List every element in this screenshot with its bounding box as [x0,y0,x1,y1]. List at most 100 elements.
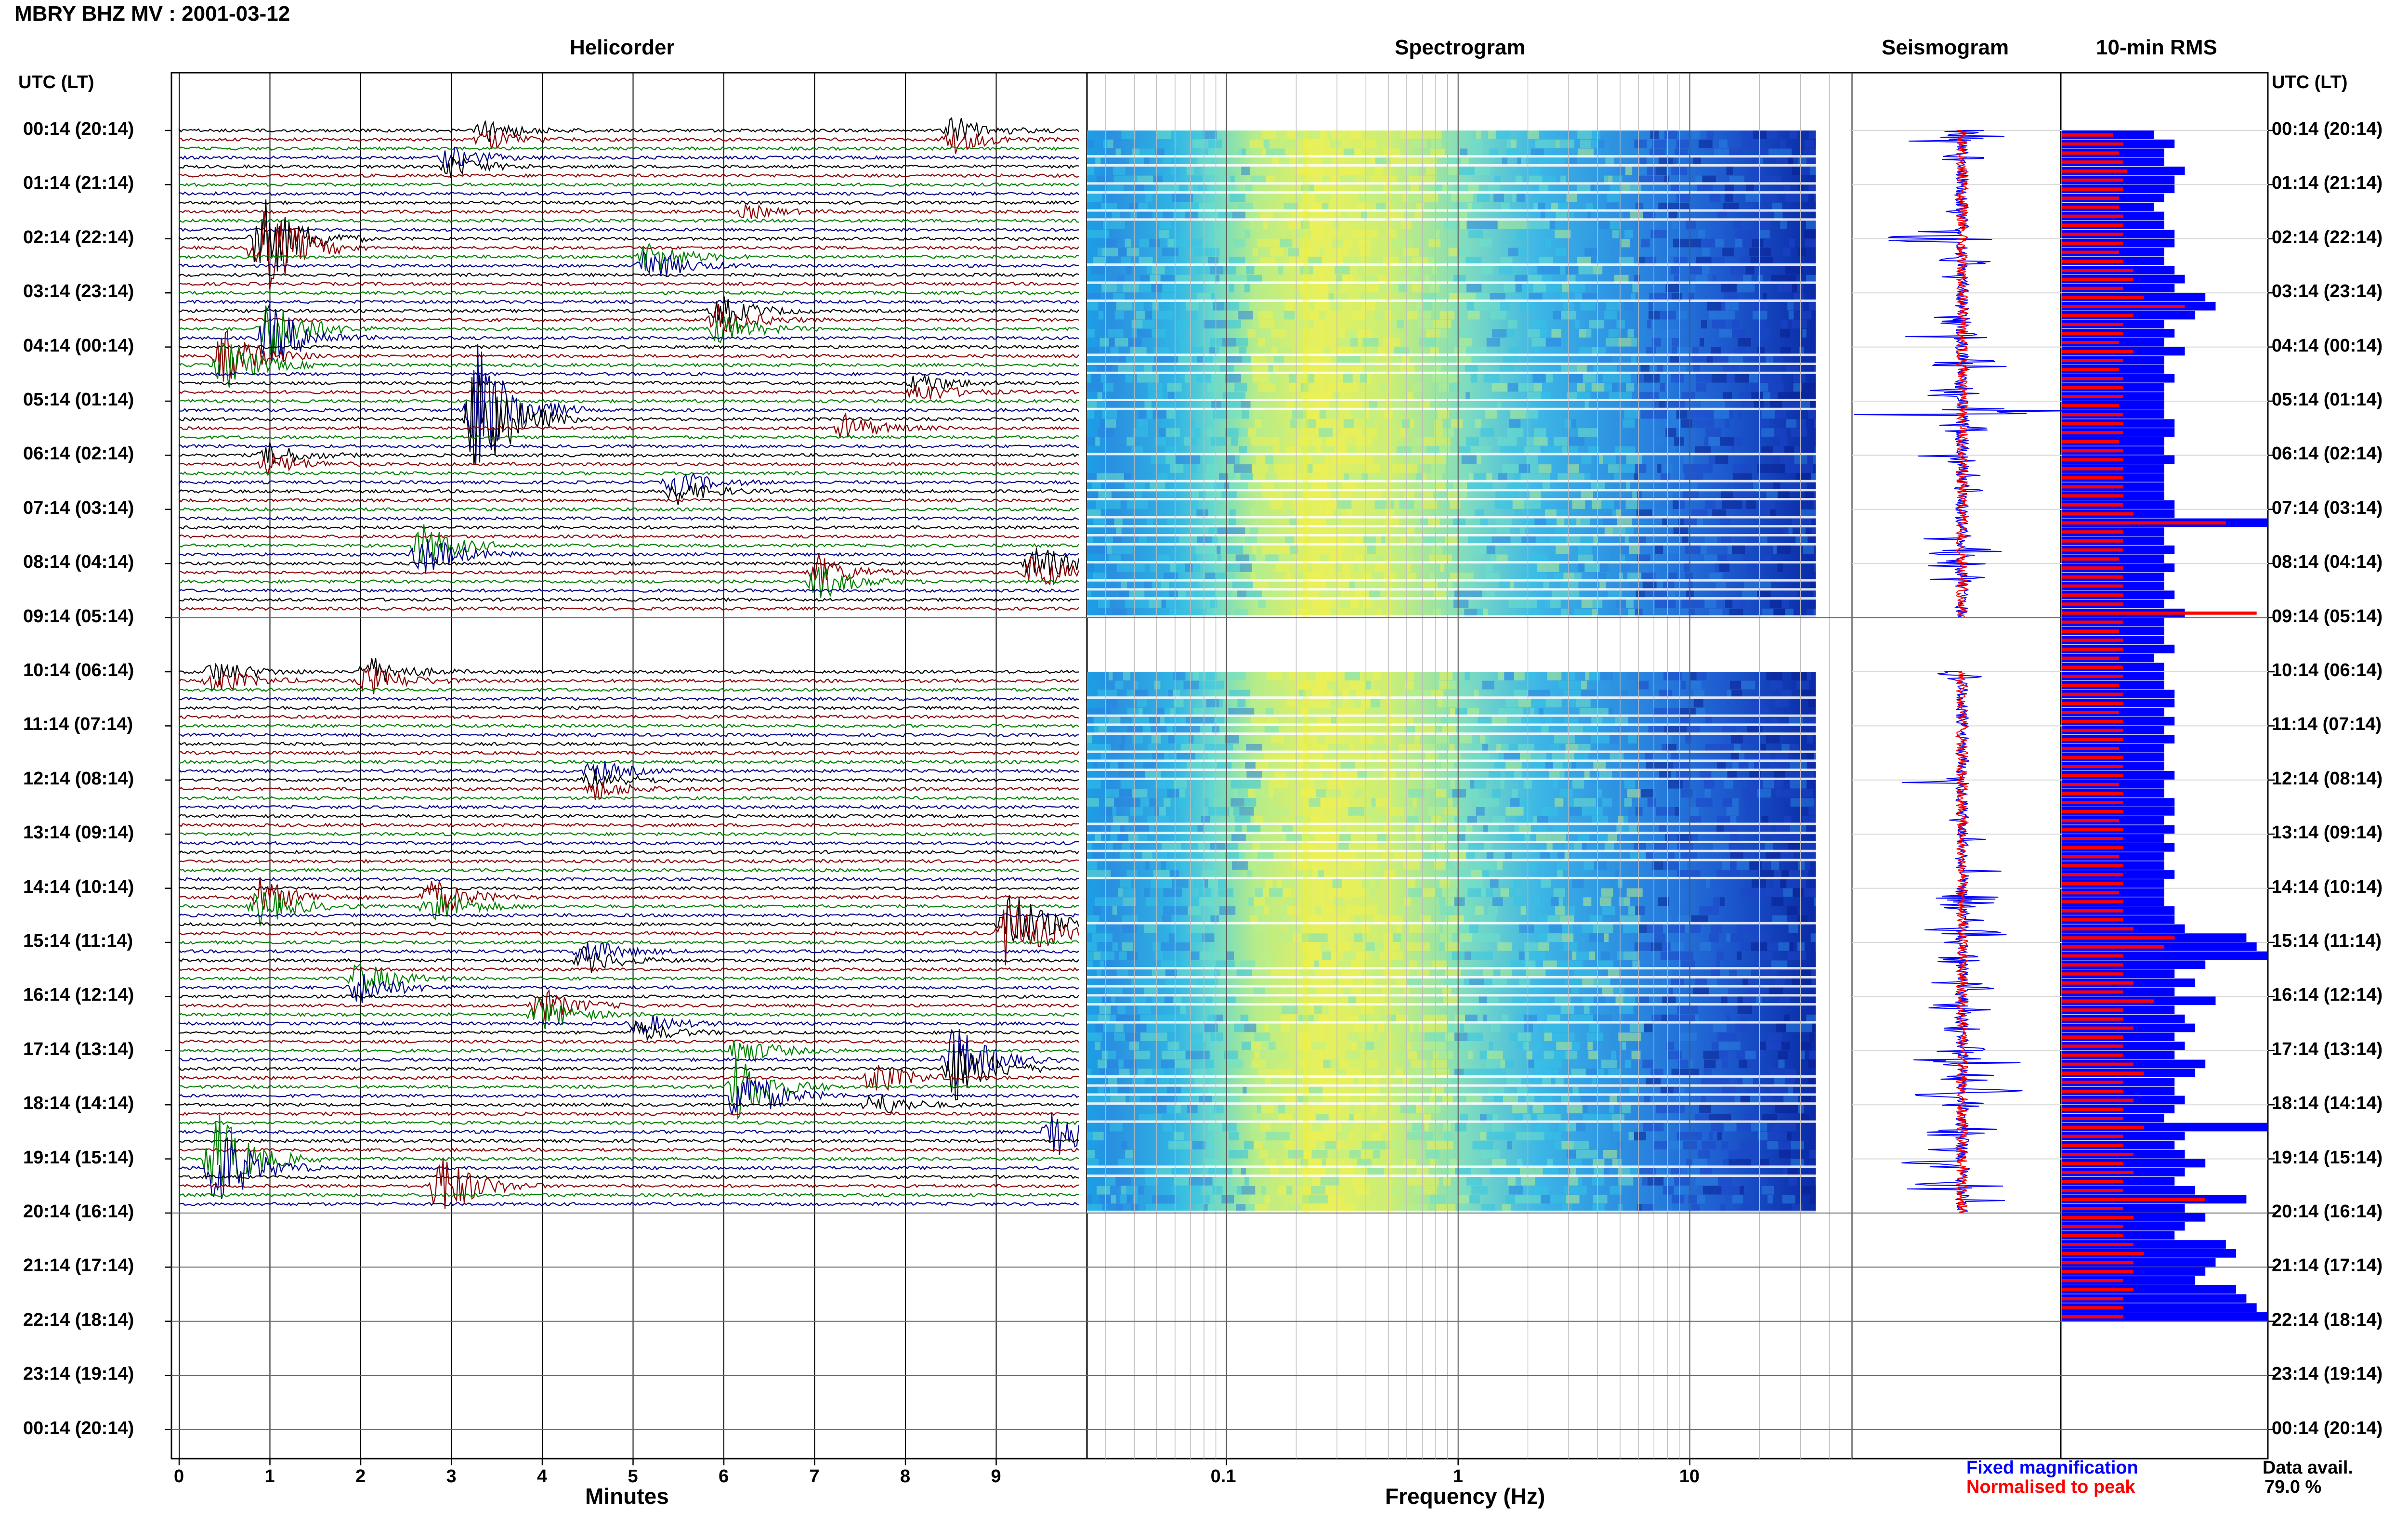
time-label-left: 02:14 (22:14) [23,227,134,248]
rms-bar-normalised [2062,1126,2144,1129]
spectrogram-image [1087,131,1816,1213]
rms-bar-normalised [2062,1044,2123,1048]
time-label-left: 16:14 (12:14) [23,985,134,1005]
time-label-right: 18:14 (14:14) [2272,1093,2382,1114]
rms-bar-normalised [2062,458,2123,461]
rms-bar-normalised [2062,1243,2133,1246]
rms-bar-normalised [2062,179,2123,182]
rms-bar-normalised [2062,251,2119,254]
time-label-right: 03:14 (23:14) [2272,281,2382,302]
rms-bar-normalised [2062,792,2123,796]
legend-fixed-magnification: Fixed magnification [1966,1458,2138,1478]
rms-bar-normalised [2062,223,2123,227]
rms-bar-normalised [2062,954,2123,958]
rms-bar-normalised [2062,810,2123,813]
rms-bar-normalised [2062,386,2123,390]
rms-bar-normalised [2062,512,2133,516]
rms-bar-normalised [2062,783,2119,786]
rms-bar-normalised [2062,882,2123,886]
time-label-right: 07:14 (03:14) [2272,498,2382,519]
rms-bar-normalised [2062,187,2123,191]
seis-panel-frame [1852,73,2061,1459]
helicorder-x-tick: 1 [265,1466,275,1487]
time-label-right: 16:14 (12:14) [2272,985,2382,1005]
rms-bar-normalised [2062,323,2123,326]
spectrogram-title: Spectrogram [1395,36,1525,60]
time-label-right: 00:14 (20:14) [2272,1418,2382,1439]
time-label-right: 10:14 (06:14) [2272,660,2382,681]
rms-bar-normalised [2062,305,2185,308]
rms-bar-normalised [2062,666,2123,669]
helicorder-xlabel: Minutes [585,1483,669,1509]
rms-bar-normalised [2062,1189,2123,1192]
rms-bar-normalised [2062,720,2123,723]
rms-bar-normalised [2062,981,2133,985]
rms-bar-normalised [2062,648,2123,651]
rms-bar-normalised [2062,1098,2133,1102]
time-label-left: 03:14 (23:14) [23,281,134,302]
rms-bar-normalised [2062,621,2123,624]
rms-bar-normalised [2062,341,2119,344]
time-label-left: 20:14 (16:14) [23,1201,134,1222]
rms-bar-normalised [2062,1234,2123,1237]
rms-bar-normalised [2062,350,2133,353]
rms-bar-normalised [2062,1198,2205,1201]
time-label-left: 18:14 (14:14) [23,1093,134,1114]
helicorder-x-tick: 7 [810,1466,820,1487]
rms-bar-normalised [2062,215,2123,218]
rms-bar-normalised [2062,900,2123,903]
rms-bar-normalised [2062,287,2123,290]
rms-bar-normalised [2062,260,2123,263]
rms-bar-normalised [2062,206,2119,209]
time-label-right: 05:14 (01:14) [2272,390,2382,410]
rms-bar-normalised [2062,945,2164,949]
rms-bar-normalised [2062,575,2123,579]
rms-bar-normalised [2062,1018,2123,1021]
rms-bar-normalised [2062,756,2123,759]
time-label-right: 01:14 (21:14) [2272,173,2382,194]
time-label-left: 00:14 (20:14) [23,119,134,140]
rms-bar-normalised [2062,657,2119,660]
time-label-left: 00:14 (20:14) [23,1418,134,1439]
rms-bar-normalised [2062,431,2123,434]
rms-bar-normalised [2062,133,2113,137]
rms-bar-normalised [2062,485,2123,489]
time-label-left: 14:14 (10:14) [23,877,134,898]
rms-bar-normalised [2062,1288,2133,1292]
rms-bar-normalised [2062,1225,2123,1228]
time-label-left: 19:14 (15:14) [23,1148,134,1168]
rms-bar-normalised [2062,639,2123,642]
rms-bar-normalised [2062,1144,2123,1147]
rms-bar-normalised [2062,1081,2123,1084]
rms-bar-normalised [2062,314,2133,317]
time-label-right: 19:14 (15:14) [2272,1148,2382,1168]
rms-bar-normalised [2062,927,2133,931]
time-label-right: 23:14 (19:14) [2272,1364,2382,1384]
rms-bar-normalised [2062,828,2123,831]
rms-bar-normalised [2062,963,2123,966]
rms-bar-normalised [2062,359,2123,362]
rms-bar-normalised [2062,864,2123,867]
time-label-left: 10:14 (06:14) [23,660,134,681]
helicorder-x-tick: 0 [174,1466,184,1487]
rms-bar-normalised [2062,467,2123,470]
time-label-left: 05:14 (01:14) [23,390,134,410]
rms-bar-normalised [2062,449,2123,453]
rms-bar-normalised [2062,1135,2123,1138]
helicorder-x-tick: 9 [991,1466,1001,1487]
rms-bar-normalised [2062,711,2119,714]
rms-bar-normalised [2062,873,2123,876]
time-label-right: 00:14 (20:14) [2272,119,2382,140]
rms-bar-normalised [2062,999,2154,1003]
rms-bar-normalised [2062,1216,2133,1219]
rms-bar-normalised [2062,233,2123,236]
rms-bar-normalised [2062,1162,2123,1165]
rms-bar-normalised [2062,440,2119,444]
rms-bar-normalised [2062,702,2123,705]
helicorder-x-tick: 4 [537,1466,547,1487]
rms-bar-normalised [2062,548,2123,552]
rms-bar-normalised [2062,612,2257,615]
rms-bar-normalised [2062,1035,2123,1039]
rms-bar-normalised [2062,1270,2133,1273]
